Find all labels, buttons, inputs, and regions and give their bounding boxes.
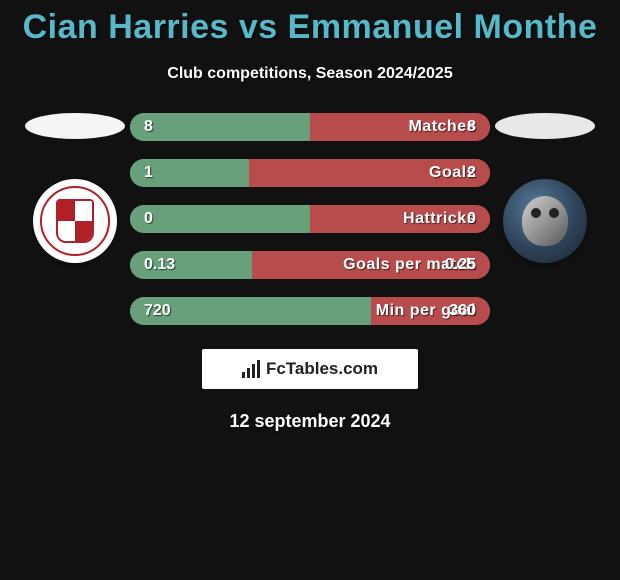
stat-value-left: 0 — [144, 210, 153, 228]
stat-label: Matches — [408, 118, 476, 136]
stat-row: 1Goals2 — [130, 159, 490, 187]
stat-row: 720Min per goal360 — [130, 297, 490, 325]
player-left-column — [20, 113, 130, 263]
owl-icon — [522, 196, 568, 246]
stats-list: 8Matches81Goals20Hattricks00.13Goals per… — [130, 113, 490, 325]
stat-row: 8Matches8 — [130, 113, 490, 141]
stat-value-left: 720 — [144, 302, 171, 320]
stat-value-left: 0.13 — [144, 256, 175, 274]
woking-shield-icon — [56, 199, 94, 243]
page-title: Cian Harries vs Emmanuel Monthe — [0, 0, 620, 47]
stat-bar-left — [130, 113, 310, 141]
bar-chart-icon — [242, 360, 260, 378]
footer-brand-text: FcTables.com — [266, 359, 378, 379]
stat-value-right: 0.25 — [445, 256, 476, 274]
club-badge-right — [503, 179, 587, 263]
stat-value-right: 360 — [449, 302, 476, 320]
stat-value-left: 8 — [144, 118, 153, 136]
stat-row: 0.13Goals per match0.25 — [130, 251, 490, 279]
stat-bar-left — [130, 205, 310, 233]
player-right-column — [490, 113, 600, 263]
stat-row: 0Hattricks0 — [130, 205, 490, 233]
comparison-panel: 8Matches81Goals20Hattricks00.13Goals per… — [0, 113, 620, 325]
flag-ellipse-right — [495, 113, 595, 139]
club-badge-left-ring — [40, 186, 110, 256]
flag-ellipse-left — [25, 113, 125, 139]
subtitle: Club competitions, Season 2024/2025 — [0, 65, 620, 83]
stat-value-right: 0 — [467, 210, 476, 228]
stat-value-right: 2 — [467, 164, 476, 182]
club-badge-left — [33, 179, 117, 263]
stat-label: Hattricks — [403, 210, 476, 228]
stat-value-right: 8 — [467, 118, 476, 136]
date-label: 12 september 2024 — [0, 411, 620, 432]
footer-brand: FcTables.com — [202, 349, 418, 389]
stat-value-left: 1 — [144, 164, 153, 182]
